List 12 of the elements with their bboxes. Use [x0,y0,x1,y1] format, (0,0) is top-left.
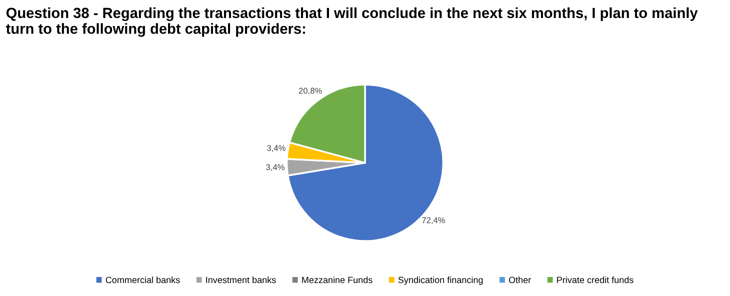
pie-slice [287,84,444,242]
data-label: 20,8% [298,88,322,95]
chart-title: Question 38 - Regarding the transactions that I will conclude in the next six months, I plan to mainly turn to the following debt capital providers: [6,7,698,37]
data-label: 3,4% [267,145,286,152]
legend-label: Investment banks [206,276,276,284]
legend-label: Other [508,276,531,284]
data-label: 72,4% [422,217,446,224]
legend-label: Syndication financing [398,276,483,285]
data-label: 3,4% [266,164,284,172]
legend-label: Commercial banks [106,276,180,284]
legend-label: Private credit funds [557,276,634,284]
legend-label: Mezzanine Funds [302,276,372,284]
